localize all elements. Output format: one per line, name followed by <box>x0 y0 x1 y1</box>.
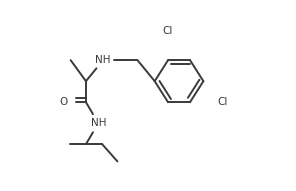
Text: NH: NH <box>91 118 106 128</box>
Text: NH: NH <box>95 55 111 65</box>
Text: Cl: Cl <box>217 97 228 107</box>
Text: O: O <box>59 97 67 107</box>
Text: Cl: Cl <box>163 26 173 36</box>
